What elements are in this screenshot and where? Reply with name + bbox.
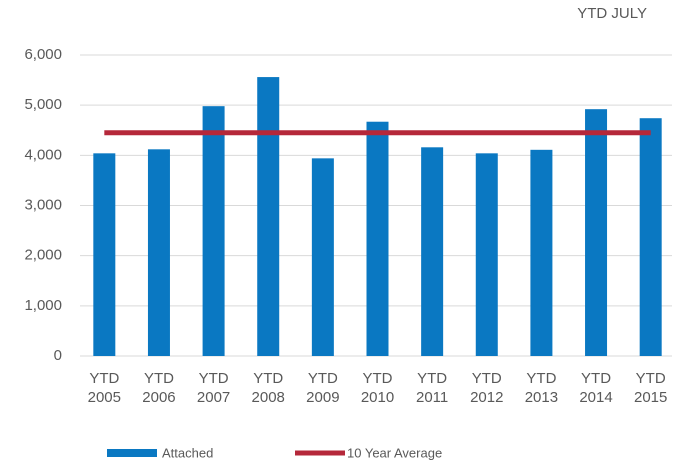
y-tick-label: 4,000 xyxy=(24,146,62,163)
bar xyxy=(530,149,553,356)
x-tick-label: YTD 2009 xyxy=(306,370,340,406)
bar xyxy=(421,147,444,356)
x-tick-label: YTD 2006 xyxy=(142,370,176,406)
bar xyxy=(366,121,389,356)
bar xyxy=(147,149,170,356)
y-tick-label: 2,000 xyxy=(24,247,62,264)
x-tick-label: YTD 2013 xyxy=(524,370,559,406)
x-tick-label: YTD 2012 xyxy=(470,370,504,406)
y-tick-label: 5,000 xyxy=(24,96,62,113)
y-tick-label: 1,000 xyxy=(24,297,62,314)
legend-label: 10 Year Average xyxy=(347,445,442,460)
legend-swatch xyxy=(107,449,157,457)
legend-label: Attached xyxy=(162,445,213,460)
bar xyxy=(639,118,662,357)
x-tick-label: YTD 2015 xyxy=(633,370,668,406)
bar xyxy=(475,153,498,356)
chart-title: YTD JULY xyxy=(577,5,647,22)
bar xyxy=(257,77,280,356)
bar xyxy=(311,158,334,356)
x-tick-label: YTD 2010 xyxy=(360,370,395,406)
x-tick-label: YTD 2008 xyxy=(251,370,285,406)
bar xyxy=(93,153,116,356)
y-tick-label: 3,000 xyxy=(24,196,62,213)
bar xyxy=(202,106,225,356)
x-tick-label: YTD 2007 xyxy=(196,370,231,406)
x-tick-label: YTD 2014 xyxy=(579,370,613,406)
bar xyxy=(585,109,608,357)
y-tick-label: 6,000 xyxy=(24,46,62,63)
y-tick-label: 0 xyxy=(54,347,62,364)
x-tick-label: YTD 2011 xyxy=(415,370,449,406)
x-tick-label: YTD 2005 xyxy=(87,370,121,406)
